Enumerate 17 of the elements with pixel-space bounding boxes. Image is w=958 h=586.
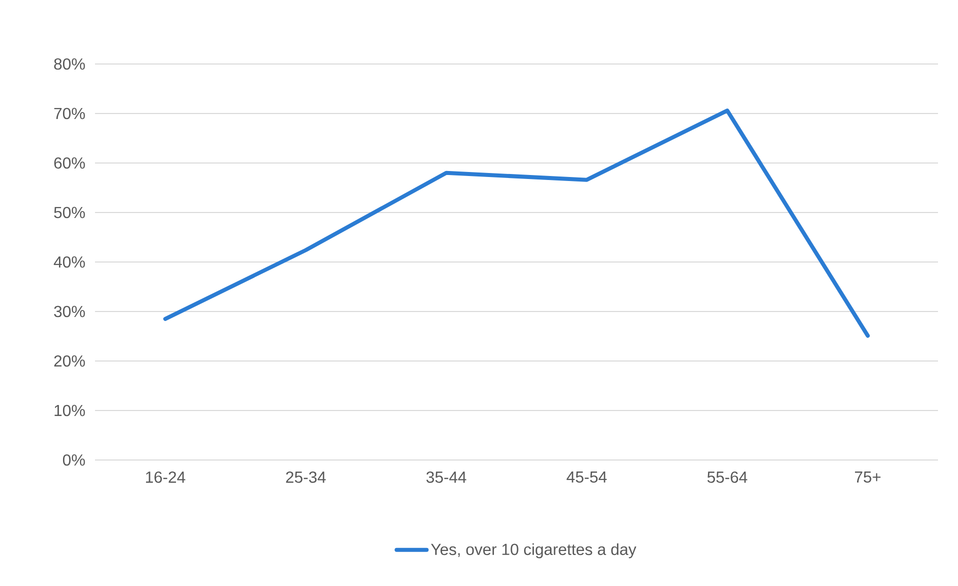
y-tick-label: 40% bbox=[54, 256, 85, 268]
x-tick-label: 75+ bbox=[854, 472, 881, 483]
y-tick-label: 30% bbox=[54, 306, 85, 318]
x-tick-label: 16-24 bbox=[146, 472, 186, 483]
x-tick-label: 55-64 bbox=[707, 472, 748, 483]
y-tick-label: 50% bbox=[54, 206, 85, 218]
y-tick-label: 20% bbox=[54, 355, 85, 367]
y-tick-label: 0% bbox=[62, 454, 85, 466]
y-tick-label: 80% bbox=[54, 58, 85, 70]
x-tick-label: 45-54 bbox=[566, 472, 607, 483]
legend-label: Yes, over 10 cigarettes a day bbox=[430, 543, 636, 558]
x-tick-label: 25-34 bbox=[286, 472, 326, 483]
x-tick-label: 35-44 bbox=[426, 472, 466, 483]
y-tick-label: 60% bbox=[54, 157, 85, 169]
line-series bbox=[163, 108, 870, 338]
y-tick-label: 10% bbox=[54, 404, 85, 416]
y-tick-label: 70% bbox=[54, 108, 85, 120]
